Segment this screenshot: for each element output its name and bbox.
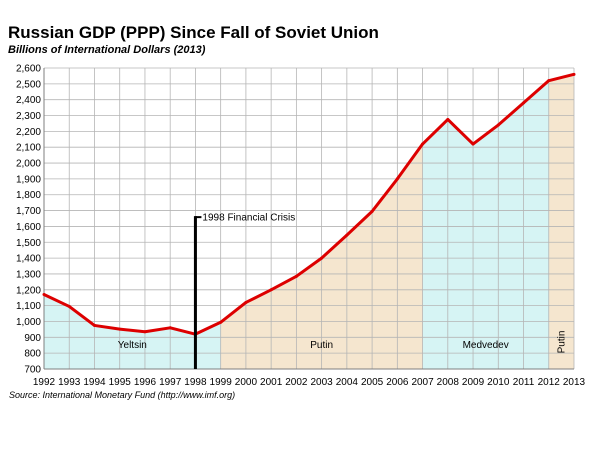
y-tick-label-5: 1,200 xyxy=(16,285,41,296)
y-tick-label-7: 1,400 xyxy=(16,254,41,265)
y-tick-label-9: 1,600 xyxy=(16,222,41,233)
x-tick-label-14: 2006 xyxy=(386,377,409,388)
gdp-line xyxy=(43,72,575,336)
y-axis: 700 800 900 1,000 1,100 1,200 1,300 1,400 1,500 1… xyxy=(16,64,45,376)
gdp-point-1997 xyxy=(168,326,172,330)
gdp-point-1994 xyxy=(92,323,96,327)
period-label-3: Putin xyxy=(556,331,567,354)
gdp-point-1996 xyxy=(143,330,147,334)
x-tick-label-12: 2004 xyxy=(336,377,359,388)
annotation-layer: 1998 Financial Crisis xyxy=(193,213,295,369)
y-tick-label-1: 800 xyxy=(24,349,41,360)
y-tick-label-8: 1,500 xyxy=(16,238,41,249)
x-tick-label-13: 2005 xyxy=(361,377,384,388)
y-tick-label-12: 1,900 xyxy=(16,174,41,185)
x-tick-label-17: 2009 xyxy=(462,377,485,388)
gdp-point-2002 xyxy=(294,274,298,278)
gdp-point-2009 xyxy=(471,142,475,146)
crisis-annotation-label: 1998 Financial Crisis xyxy=(202,213,295,224)
period-label-0: Yeltsin xyxy=(118,340,147,351)
gdp-point-2010 xyxy=(496,123,500,127)
gdp-point-2007 xyxy=(421,142,425,146)
y-tick-label-14: 2,100 xyxy=(16,143,41,154)
x-axis: 1992 1993 1994 1995 1996 1997 1998 1999 2000 2001… xyxy=(33,368,586,388)
y-tick-label-15: 2,200 xyxy=(16,127,41,138)
y-tick-label-10: 1,700 xyxy=(16,206,41,217)
period-bands xyxy=(44,74,574,370)
x-tick-label-16: 2008 xyxy=(437,377,460,388)
x-tick-label-6: 1998 xyxy=(184,377,207,388)
x-tick-label-11: 2003 xyxy=(310,377,333,388)
gdp-point-1993 xyxy=(67,304,71,308)
y-tick-label-4: 1,100 xyxy=(16,301,41,312)
x-tick-label-5: 1997 xyxy=(159,377,182,388)
x-tick-label-4: 1996 xyxy=(134,377,157,388)
gdp-point-2013 xyxy=(572,72,576,76)
x-tick-label-3: 1995 xyxy=(109,377,132,388)
source-note: Source: International Monetary Fund (htt… xyxy=(9,390,235,400)
x-tick-label-19: 2011 xyxy=(513,377,535,388)
gdp-point-2005 xyxy=(370,209,374,213)
x-tick-label-21: 2013 xyxy=(563,377,586,388)
x-tick-label-20: 2012 xyxy=(538,377,561,388)
gdp-point-1992 xyxy=(42,293,46,297)
period-label-2: Medvedev xyxy=(463,340,509,351)
gdp-point-2008 xyxy=(446,117,450,121)
period-band-3 xyxy=(548,74,574,369)
gdp-point-2003 xyxy=(320,256,324,260)
x-tick-label-18: 2010 xyxy=(487,377,510,388)
period-band-2 xyxy=(422,80,549,370)
gdp-point-2004 xyxy=(345,233,349,237)
gdp-point-2006 xyxy=(395,177,399,181)
y-tick-label-19: 2,600 xyxy=(16,64,41,75)
x-tick-label-15: 2007 xyxy=(411,377,434,388)
y-tick-label-13: 2,000 xyxy=(16,159,41,170)
y-tick-label-3: 1,000 xyxy=(16,317,41,328)
x-tick-label-9: 2001 xyxy=(260,377,283,388)
x-tick-label-7: 1999 xyxy=(210,377,233,388)
gdp-point-2011 xyxy=(522,101,526,105)
y-tick-label-11: 1,800 xyxy=(16,190,41,201)
chart-title: Russian GDP (PPP) Since Fall of Soviet U… xyxy=(8,23,379,42)
y-tick-label-0: 700 xyxy=(24,365,41,376)
x-tick-label-8: 2000 xyxy=(235,377,258,388)
y-tick-label-6: 1,300 xyxy=(16,269,41,280)
y-tick-label-17: 2,400 xyxy=(16,95,41,106)
chart-subtitle: Billions of International Dollars (2013) xyxy=(8,44,206,56)
gdp-point-2012 xyxy=(547,79,551,83)
x-tick-label-0: 1992 xyxy=(33,377,56,388)
y-tick-label-16: 2,300 xyxy=(16,111,41,122)
period-label-1: Putin xyxy=(310,340,333,351)
y-tick-label-18: 2,500 xyxy=(16,79,41,90)
x-tick-label-2: 1994 xyxy=(83,377,106,388)
x-tick-label-1: 1993 xyxy=(58,377,81,388)
gdp-point-1999 xyxy=(219,320,223,324)
x-tick-label-10: 2002 xyxy=(285,377,308,388)
grid-lines xyxy=(43,67,575,370)
y-tick-label-2: 900 xyxy=(24,333,41,344)
gdp-point-2000 xyxy=(244,300,248,304)
gdp-point-1995 xyxy=(118,327,122,331)
gdp-point-2001 xyxy=(269,288,273,292)
period-labels: Yeltsin Putin Medvedev Putin xyxy=(118,331,568,354)
